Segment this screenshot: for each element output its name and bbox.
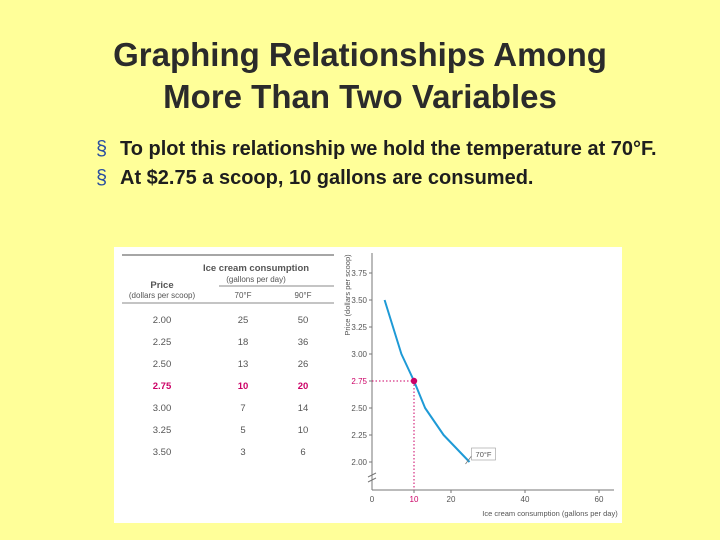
table-row: 3.25 5 10 [153, 425, 309, 436]
series-label: 70°F [476, 450, 492, 459]
bullet-marker: § [96, 167, 108, 189]
y-tick-label: 3.25 [351, 323, 367, 332]
table-cell-90f: 20 [298, 381, 309, 392]
axis-break-mark [367, 472, 377, 478]
figure-panel: Ice cream consumption (gallons per day) … [114, 247, 622, 523]
bullet-text: At $2.75 a scoop, 10 gallons are consume… [120, 167, 534, 189]
axis-break-mark [367, 477, 377, 483]
table-cell-90f: 50 [298, 315, 309, 326]
table-row-subheader: (dollars per scoop) [129, 291, 196, 300]
table-cell-price: 2.00 [153, 315, 172, 326]
x-tick-label: 0 [370, 495, 375, 504]
bullet-list: § To plot this relationship we hold the … [96, 137, 696, 195]
table-cell-price: 2.75 [153, 381, 172, 392]
table-cell-90f: 36 [298, 337, 309, 348]
y-tick-label: 2.75 [351, 377, 367, 386]
slide-title: Graphing Relationships Among More Than T… [0, 34, 720, 118]
table-cell-90f: 26 [298, 359, 309, 370]
bullet-item: § At $2.75 a scoop, 10 gallons are consu… [96, 166, 696, 190]
table-cell-90f: 6 [300, 447, 305, 458]
y-tick-label: 3.50 [351, 296, 367, 305]
y-axis-label: Price (dollars per scoop) [343, 254, 352, 336]
table-row-header: Price [150, 280, 173, 291]
series-label-leader [465, 455, 472, 465]
demand-chart: 2.00 2.25 2.50 2.75 3.00 3.25 3.50 3.75 0 10 20 40 6… [343, 253, 618, 518]
y-tick-label: 3.75 [351, 269, 367, 278]
table-column-header: 90°F [295, 291, 312, 300]
table-column-header: 70°F [235, 291, 252, 300]
figure-svg: Ice cream consumption (gallons per day) … [122, 253, 618, 518]
bullet-item: § To plot this relationship we hold the … [96, 137, 696, 161]
table-cell-70f: 3 [240, 447, 245, 458]
table-row: 3.50 3 6 [153, 447, 306, 458]
table-cell-90f: 10 [298, 425, 309, 436]
title-line-1: Graphing Relationships Among [113, 36, 607, 73]
x-tick-label: 10 [410, 495, 419, 504]
table-cell-90f: 14 [298, 403, 309, 414]
y-tick-label: 2.50 [351, 404, 367, 413]
table-row: 3.00 7 14 [153, 403, 309, 414]
data-table: Ice cream consumption (gallons per day) … [122, 254, 334, 458]
y-tick-label: 2.25 [351, 431, 367, 440]
table-cell-70f: 5 [240, 425, 245, 436]
table-body: 2.00 25 502.25 18 362.50 13 262.75 10 203.00 7 143… [153, 315, 309, 458]
table-cell-70f: 25 [238, 315, 249, 326]
table-cell-price: 2.25 [153, 337, 172, 348]
y-tick-label: 2.00 [351, 458, 367, 467]
bullet-text: To plot this relationship we hold the te… [120, 138, 657, 160]
x-tick-label: 60 [595, 495, 604, 504]
x-axis-label: Ice cream consumption (gallons per day) [482, 509, 618, 518]
table-cell-price: 3.25 [153, 425, 172, 436]
title-line-2: More Than Two Variables [163, 78, 557, 115]
x-tick-label: 40 [521, 495, 530, 504]
series-label-box [471, 447, 496, 461]
table-cell-70f: 7 [240, 403, 245, 414]
table-cell-price: 2.50 [153, 359, 172, 370]
table-cell-price: 3.50 [153, 447, 172, 458]
table-cell-70f: 13 [238, 359, 249, 370]
table-cell-price: 3.00 [153, 403, 172, 414]
table-row: 2.00 25 50 [153, 315, 309, 326]
table-group-subheader: (gallons per day) [226, 275, 286, 284]
table-row: 2.75 10 20 [153, 381, 309, 392]
bullet-marker: § [96, 138, 108, 160]
highlight-point [410, 377, 418, 385]
table-row: 2.25 18 36 [153, 337, 309, 348]
y-tick-label: 3.00 [351, 350, 367, 359]
table-group-header: Ice cream consumption [203, 263, 309, 274]
table-cell-70f: 18 [238, 337, 249, 348]
table-cell-70f: 10 [238, 381, 249, 392]
table-row: 2.50 13 26 [153, 359, 309, 370]
x-tick-label: 20 [447, 495, 456, 504]
